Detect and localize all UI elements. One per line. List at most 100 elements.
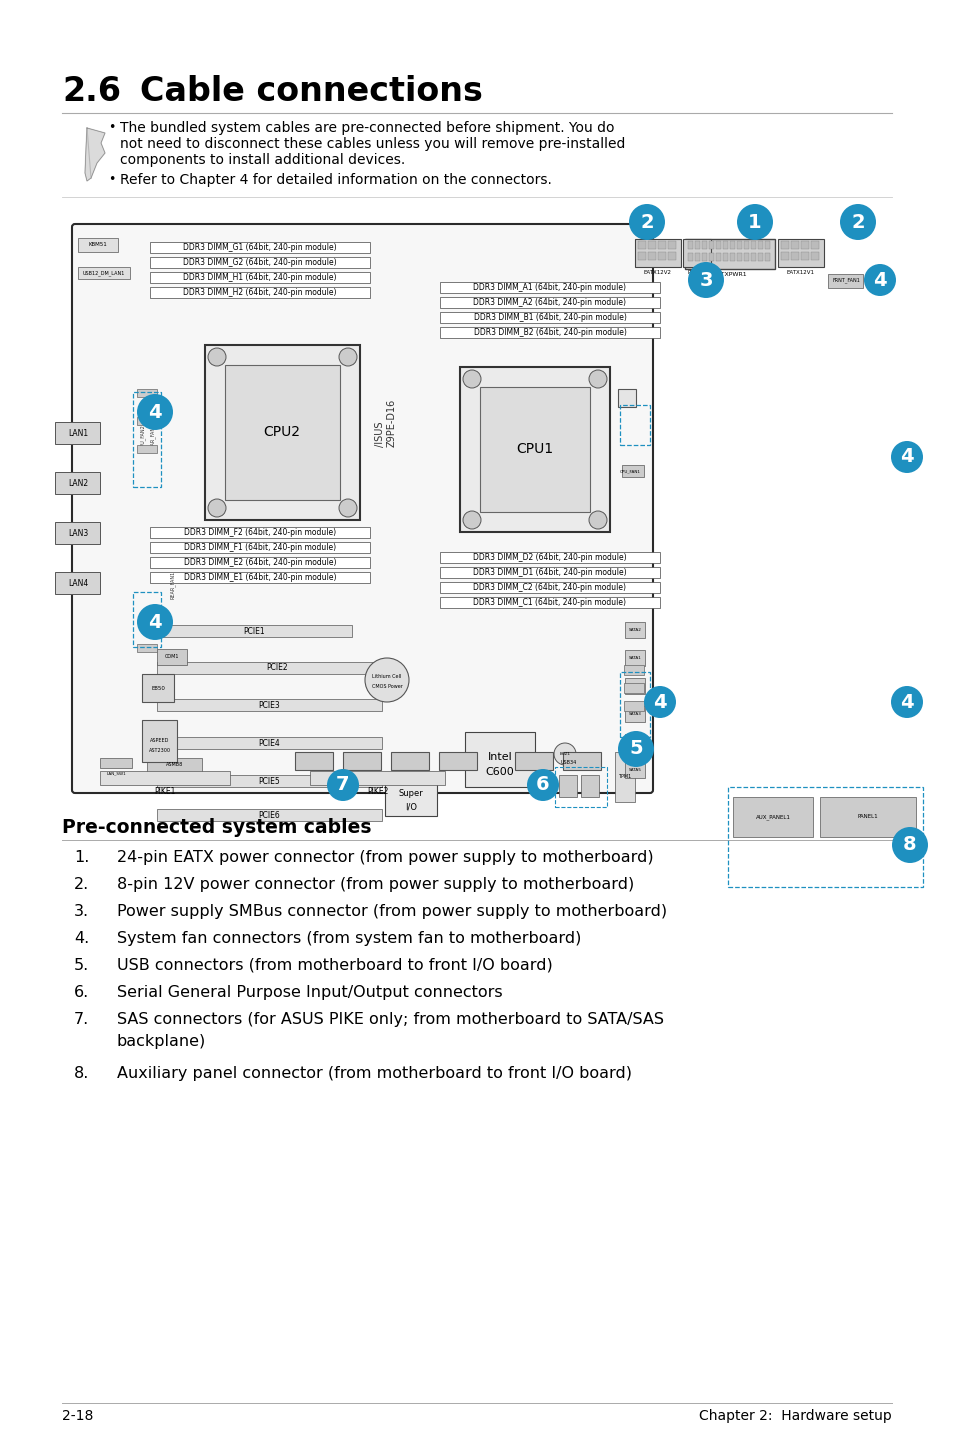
Text: Power supply SMBus connector (from power supply to motherboard): Power supply SMBus connector (from power… <box>117 905 666 919</box>
Circle shape <box>338 348 356 367</box>
Text: AST2300: AST2300 <box>149 749 171 754</box>
Text: 6: 6 <box>536 775 549 795</box>
Bar <box>778 239 823 267</box>
Text: DDR3 DIMM_D2 (64bit, 240-pin module): DDR3 DIMM_D2 (64bit, 240-pin module) <box>473 554 626 562</box>
Bar <box>391 752 429 769</box>
Text: EATXPWR1: EATXPWR1 <box>713 272 746 278</box>
Bar <box>439 282 659 293</box>
Text: C600: C600 <box>485 766 514 777</box>
Bar <box>624 650 644 666</box>
Bar <box>623 700 643 710</box>
Bar <box>310 771 444 785</box>
Bar <box>623 683 643 693</box>
Bar <box>142 720 177 762</box>
Bar <box>624 762 644 778</box>
Bar <box>624 677 644 695</box>
Polygon shape <box>85 128 105 181</box>
Bar <box>801 242 808 249</box>
Bar <box>132 393 161 487</box>
Bar <box>150 542 370 554</box>
Circle shape <box>554 743 576 765</box>
FancyBboxPatch shape <box>71 224 652 792</box>
Bar <box>667 252 676 260</box>
Text: Chapter 2:  Hardware setup: Chapter 2: Hardware setup <box>699 1409 891 1424</box>
Bar <box>684 239 774 269</box>
Text: SAS connectors (for ASUS PIKE only; from motherboard to SATA/SAS: SAS connectors (for ASUS PIKE only; from… <box>117 1012 663 1027</box>
Circle shape <box>462 370 480 388</box>
Bar <box>580 775 598 797</box>
Bar <box>621 464 643 477</box>
Bar <box>100 758 132 768</box>
Text: PCIE3: PCIE3 <box>258 700 279 709</box>
Bar <box>820 797 915 837</box>
Text: 8: 8 <box>902 835 916 854</box>
Text: PCIE6: PCIE6 <box>258 811 279 820</box>
Text: /ISUS: /ISUS <box>375 421 385 447</box>
Bar <box>439 312 659 324</box>
Text: 2: 2 <box>850 213 864 232</box>
Bar <box>708 253 713 262</box>
Text: 2-18: 2-18 <box>62 1409 93 1424</box>
Bar <box>701 242 706 249</box>
Text: Cable connections: Cable connections <box>140 75 482 108</box>
Bar <box>758 242 762 249</box>
Text: 4.: 4. <box>74 930 90 946</box>
Bar <box>150 242 370 253</box>
Text: 7.: 7. <box>74 1012 90 1027</box>
Bar <box>801 252 808 260</box>
Bar <box>790 252 799 260</box>
Bar <box>137 390 157 397</box>
Text: 4: 4 <box>653 693 666 712</box>
Text: CPU2: CPU2 <box>263 426 300 439</box>
Text: TPM1: TPM1 <box>618 775 631 779</box>
Circle shape <box>588 370 606 388</box>
Text: 24-pin EATX power connector (from power supply to motherboard): 24-pin EATX power connector (from power … <box>117 850 653 866</box>
Circle shape <box>365 659 409 702</box>
Text: •: • <box>108 173 115 186</box>
Bar <box>764 253 769 262</box>
Text: AUX_PANEL1: AUX_PANEL1 <box>755 814 790 820</box>
Text: •: • <box>108 121 115 134</box>
Text: 5.: 5. <box>74 958 90 974</box>
Text: PIKE2: PIKE2 <box>367 788 388 797</box>
Bar <box>142 674 173 702</box>
Bar <box>716 242 720 249</box>
Bar <box>147 758 202 772</box>
Bar <box>624 706 644 722</box>
Text: BUZ1: BUZ1 <box>558 752 570 756</box>
Bar <box>727 787 923 887</box>
Bar <box>758 253 762 262</box>
Bar <box>737 242 741 249</box>
Bar <box>150 257 370 267</box>
Bar <box>515 752 553 769</box>
Bar <box>157 699 381 710</box>
Text: The bundled system cables are pre-connected before shipment. You do: The bundled system cables are pre-connec… <box>120 121 614 135</box>
Bar <box>385 772 436 815</box>
Text: SATA1: SATA1 <box>628 656 640 660</box>
Bar <box>615 752 635 802</box>
Bar <box>100 771 230 785</box>
Text: 8-pin 12V power connector (from power supply to motherboard): 8-pin 12V power connector (from power su… <box>117 877 634 892</box>
Text: DDR3 DIMM_G1 (64bit, 240-pin module): DDR3 DIMM_G1 (64bit, 240-pin module) <box>183 243 336 252</box>
Bar <box>619 406 649 444</box>
Text: USB12_DM_LAN1: USB12_DM_LAN1 <box>83 270 125 276</box>
Text: System fan connectors (from system fan to motherboard): System fan connectors (from system fan t… <box>117 930 580 946</box>
Text: EATX12V1: EATX12V1 <box>786 270 814 276</box>
Bar <box>667 242 676 249</box>
Bar <box>55 472 100 495</box>
Bar <box>701 253 706 262</box>
Bar <box>695 242 700 249</box>
Text: SATA3: SATA3 <box>628 712 640 716</box>
Bar <box>624 623 644 638</box>
Bar <box>638 252 645 260</box>
Bar <box>781 252 788 260</box>
Text: DDR3 DIMM_C1 (64bit, 240-pin module): DDR3 DIMM_C1 (64bit, 240-pin module) <box>473 598 626 607</box>
Text: USB connectors (from motherboard to front I/O board): USB connectors (from motherboard to fron… <box>117 958 552 974</box>
Circle shape <box>327 769 358 801</box>
Text: DDR3 DIMM_H2 (64bit, 240-pin module): DDR3 DIMM_H2 (64bit, 240-pin module) <box>183 288 336 298</box>
Text: 2.: 2. <box>74 877 90 892</box>
Bar <box>716 253 720 262</box>
Bar <box>687 242 692 249</box>
Text: REAR_FAN2: REAR_FAN2 <box>150 423 155 452</box>
Text: PSUSM: PSUSM <box>687 270 706 276</box>
